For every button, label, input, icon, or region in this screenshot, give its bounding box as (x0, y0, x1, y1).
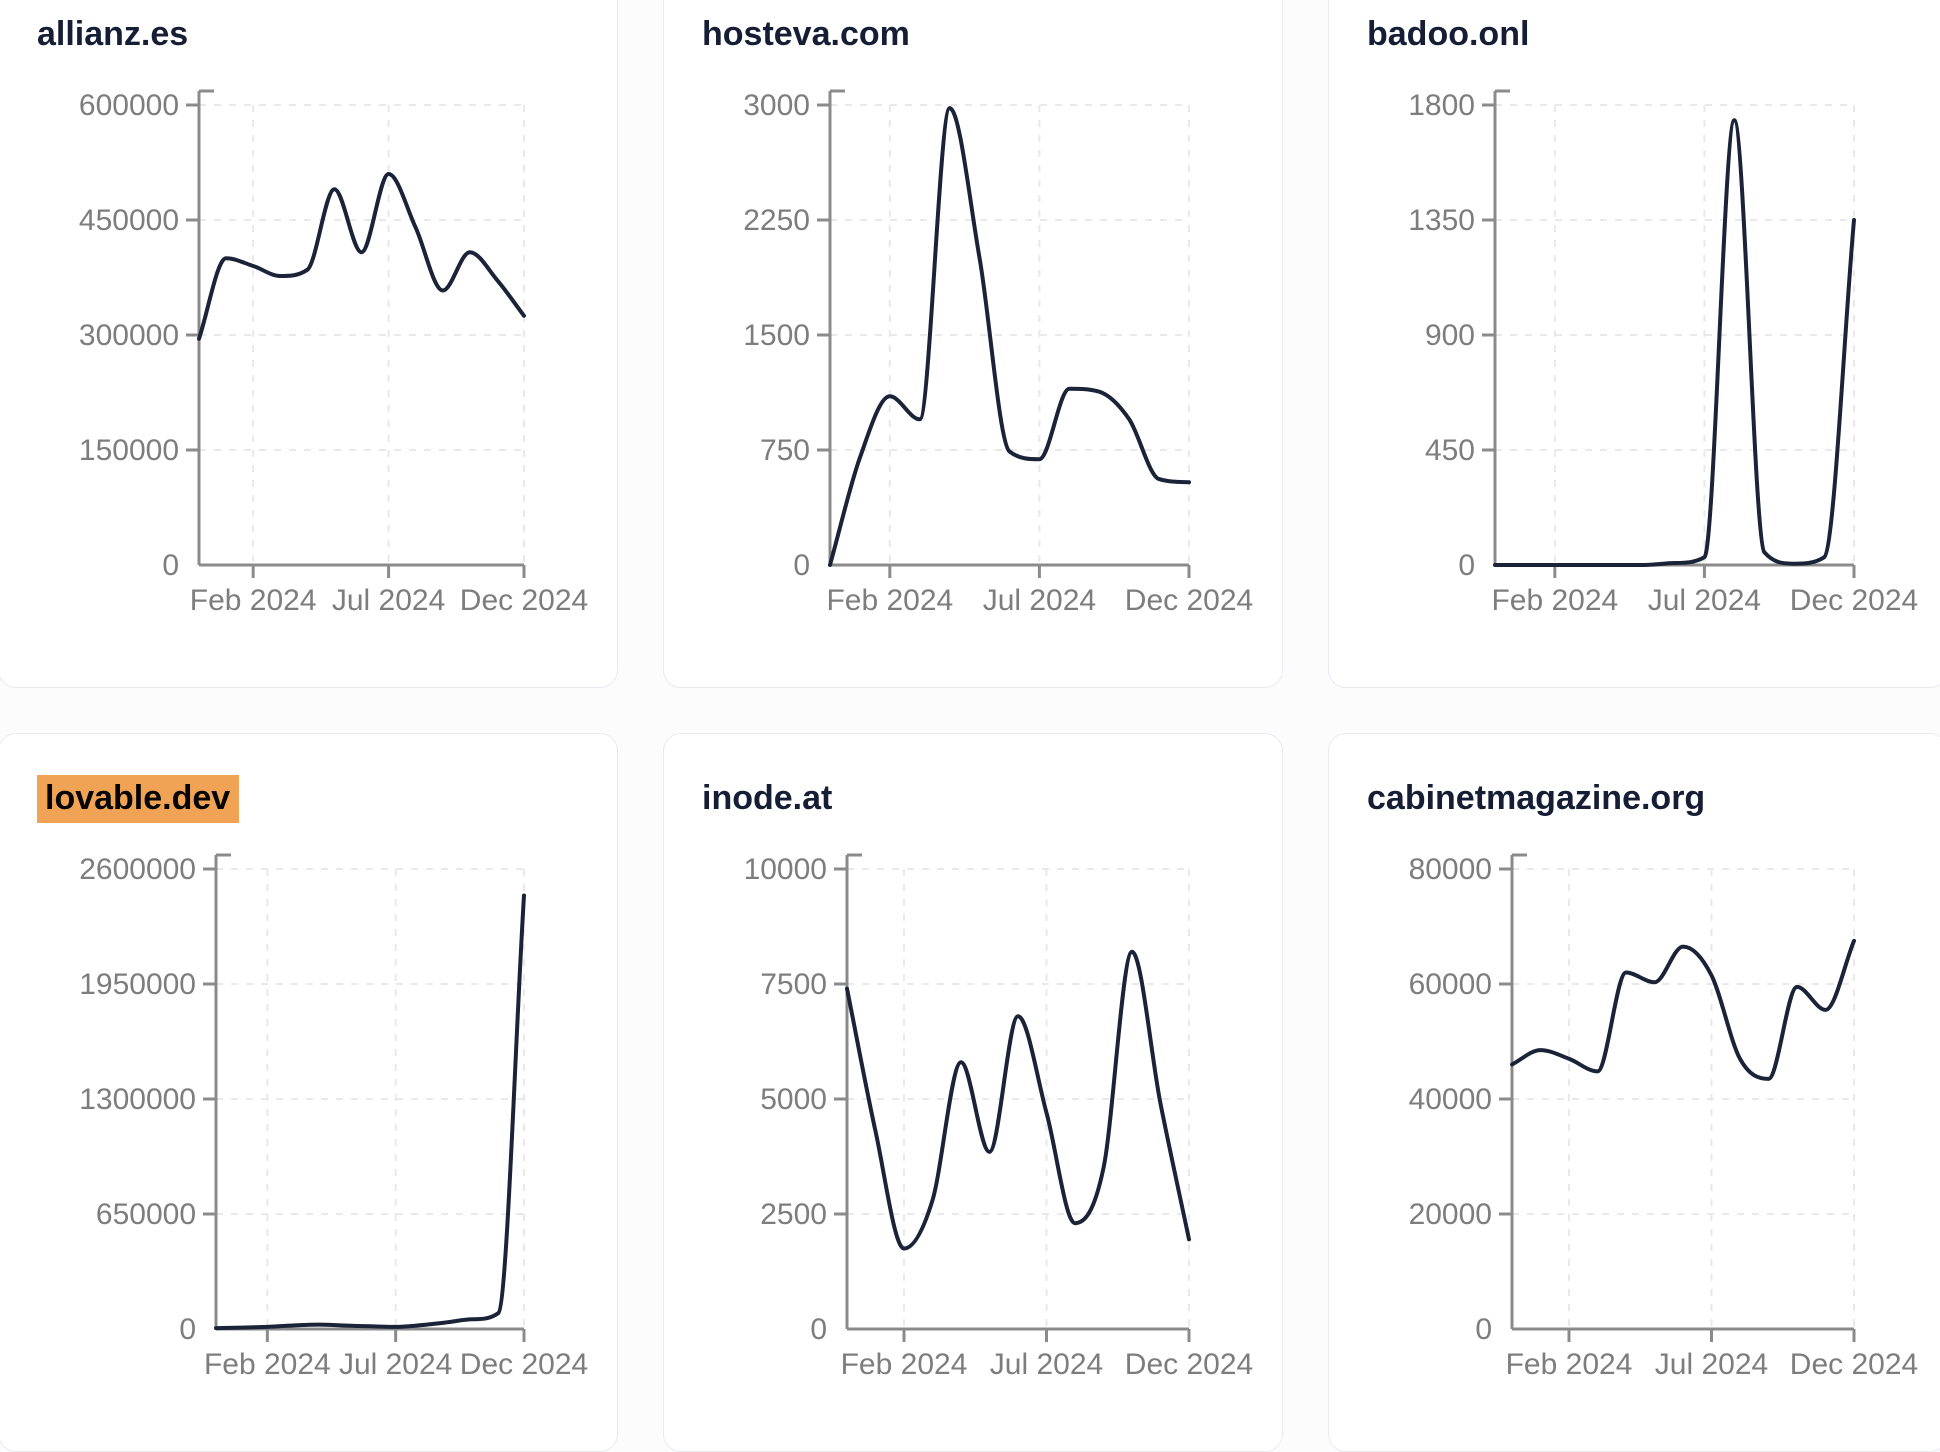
svg-text:7500: 7500 (760, 968, 827, 1001)
svg-text:2250: 2250 (743, 204, 810, 237)
domain-title-text: badoo.onl (1367, 15, 1530, 53)
card-title: inode.at (702, 776, 832, 820)
svg-text:1500: 1500 (743, 319, 810, 352)
card-title: badoo.onl (1367, 12, 1529, 56)
svg-text:Feb 2024: Feb 2024 (1491, 584, 1618, 617)
svg-text:60000: 60000 (1409, 968, 1492, 1001)
svg-text:Dec 2024: Dec 2024 (1790, 1348, 1918, 1381)
svg-text:2500: 2500 (760, 1198, 827, 1231)
card-title: cabinetmagazine.org (1367, 776, 1705, 820)
svg-text:0: 0 (793, 549, 810, 582)
svg-text:0: 0 (179, 1313, 196, 1346)
svg-text:Dec 2024: Dec 2024 (460, 584, 588, 617)
svg-text:Feb 2024: Feb 2024 (841, 1348, 968, 1381)
svg-text:Jul 2024: Jul 2024 (332, 584, 445, 617)
svg-text:Jul 2024: Jul 2024 (983, 584, 1096, 617)
svg-text:Jul 2024: Jul 2024 (339, 1348, 452, 1381)
chart-card-hosteva-com[interactable]: hosteva.com 0 750 1500 2250 3000 Feb 2024 Jul … (663, 0, 1283, 688)
line-chart: 0 150000 300000 450000 600000 Feb 2024 Jul 202… (79, 89, 588, 617)
svg-text:750: 750 (760, 434, 810, 467)
domain-title-text: inode.at (702, 779, 833, 817)
svg-text:20000: 20000 (1409, 1198, 1492, 1231)
svg-text:0: 0 (1475, 1313, 1492, 1346)
chart-card-allianz-es[interactable]: allianz.es 0 150000 300000 450000 600000 Feb … (0, 0, 618, 688)
svg-text:300000: 300000 (79, 319, 179, 352)
svg-text:Feb 2024: Feb 2024 (190, 584, 317, 617)
svg-text:10000: 10000 (744, 853, 827, 886)
svg-text:Jul 2024: Jul 2024 (1655, 1348, 1768, 1381)
line-chart: 0 2500 5000 7500 10000 Feb 2024 Jul 2024 Dec 20… (744, 853, 1254, 1381)
svg-text:0: 0 (162, 549, 179, 582)
svg-text:Jul 2024: Jul 2024 (1648, 584, 1761, 617)
svg-text:2600000: 2600000 (79, 853, 196, 886)
svg-text:900: 900 (1425, 319, 1475, 352)
card-title: allianz.es (37, 12, 188, 56)
svg-text:1350: 1350 (1408, 204, 1475, 237)
line-chart: 0 450 900 1350 1800 Feb 2024 Jul 2024 Dec 2024 (1408, 89, 1918, 617)
chart-card-lovable-dev[interactable]: lovable.dev 0 650000 1300000 1950000 2600000… (0, 733, 618, 1452)
svg-text:1800: 1800 (1408, 89, 1475, 122)
card-title: hosteva.com (702, 12, 910, 56)
svg-text:650000: 650000 (96, 1198, 196, 1231)
svg-text:Dec 2024: Dec 2024 (460, 1348, 588, 1381)
svg-text:Dec 2024: Dec 2024 (1125, 1348, 1253, 1381)
domain-title-text: allianz.es (37, 15, 189, 53)
svg-text:80000: 80000 (1409, 853, 1492, 886)
svg-text:450000: 450000 (79, 204, 179, 237)
svg-text:40000: 40000 (1409, 1083, 1492, 1116)
svg-text:Jul 2024: Jul 2024 (990, 1348, 1103, 1381)
svg-text:Feb 2024: Feb 2024 (826, 584, 953, 617)
domain-title-text: hosteva.com (702, 15, 910, 53)
chart-card-cabinetmagazine-org[interactable]: cabinetmagazine.org 0 20000 40000 60000 8000… (1328, 733, 1940, 1452)
line-chart: 0 650000 1300000 1950000 2600000 Feb 2024 Jul … (79, 853, 588, 1381)
chart-card-badoo-onl[interactable]: badoo.onl 0 450 900 1350 1800 Feb 2024 Jul 202… (1328, 0, 1940, 688)
svg-text:1300000: 1300000 (79, 1083, 196, 1116)
svg-text:0: 0 (1458, 549, 1475, 582)
svg-text:Feb 2024: Feb 2024 (1506, 1348, 1633, 1381)
chart-card-inode-at[interactable]: inode.at 0 2500 5000 7500 10000 Feb 2024 Jul 2… (663, 733, 1283, 1452)
domain-title-text: cabinetmagazine.org (1367, 779, 1706, 817)
card-title: lovable.dev (37, 775, 240, 823)
line-chart: 0 20000 40000 60000 80000 Feb 2024 Jul 2024 Dec… (1409, 853, 1919, 1381)
svg-text:1950000: 1950000 (79, 968, 196, 1001)
svg-text:Dec 2024: Dec 2024 (1125, 584, 1253, 617)
svg-text:3000: 3000 (743, 89, 810, 122)
svg-text:450: 450 (1425, 434, 1475, 467)
svg-text:Dec 2024: Dec 2024 (1790, 584, 1918, 617)
line-chart: 0 750 1500 2250 3000 Feb 2024 Jul 2024 Dec 2024 (743, 89, 1253, 617)
svg-text:600000: 600000 (79, 89, 179, 122)
svg-text:150000: 150000 (79, 434, 179, 467)
svg-text:0: 0 (810, 1313, 827, 1346)
svg-text:5000: 5000 (760, 1083, 827, 1116)
svg-text:Feb 2024: Feb 2024 (204, 1348, 331, 1381)
domain-title-text: lovable.dev (37, 775, 240, 823)
